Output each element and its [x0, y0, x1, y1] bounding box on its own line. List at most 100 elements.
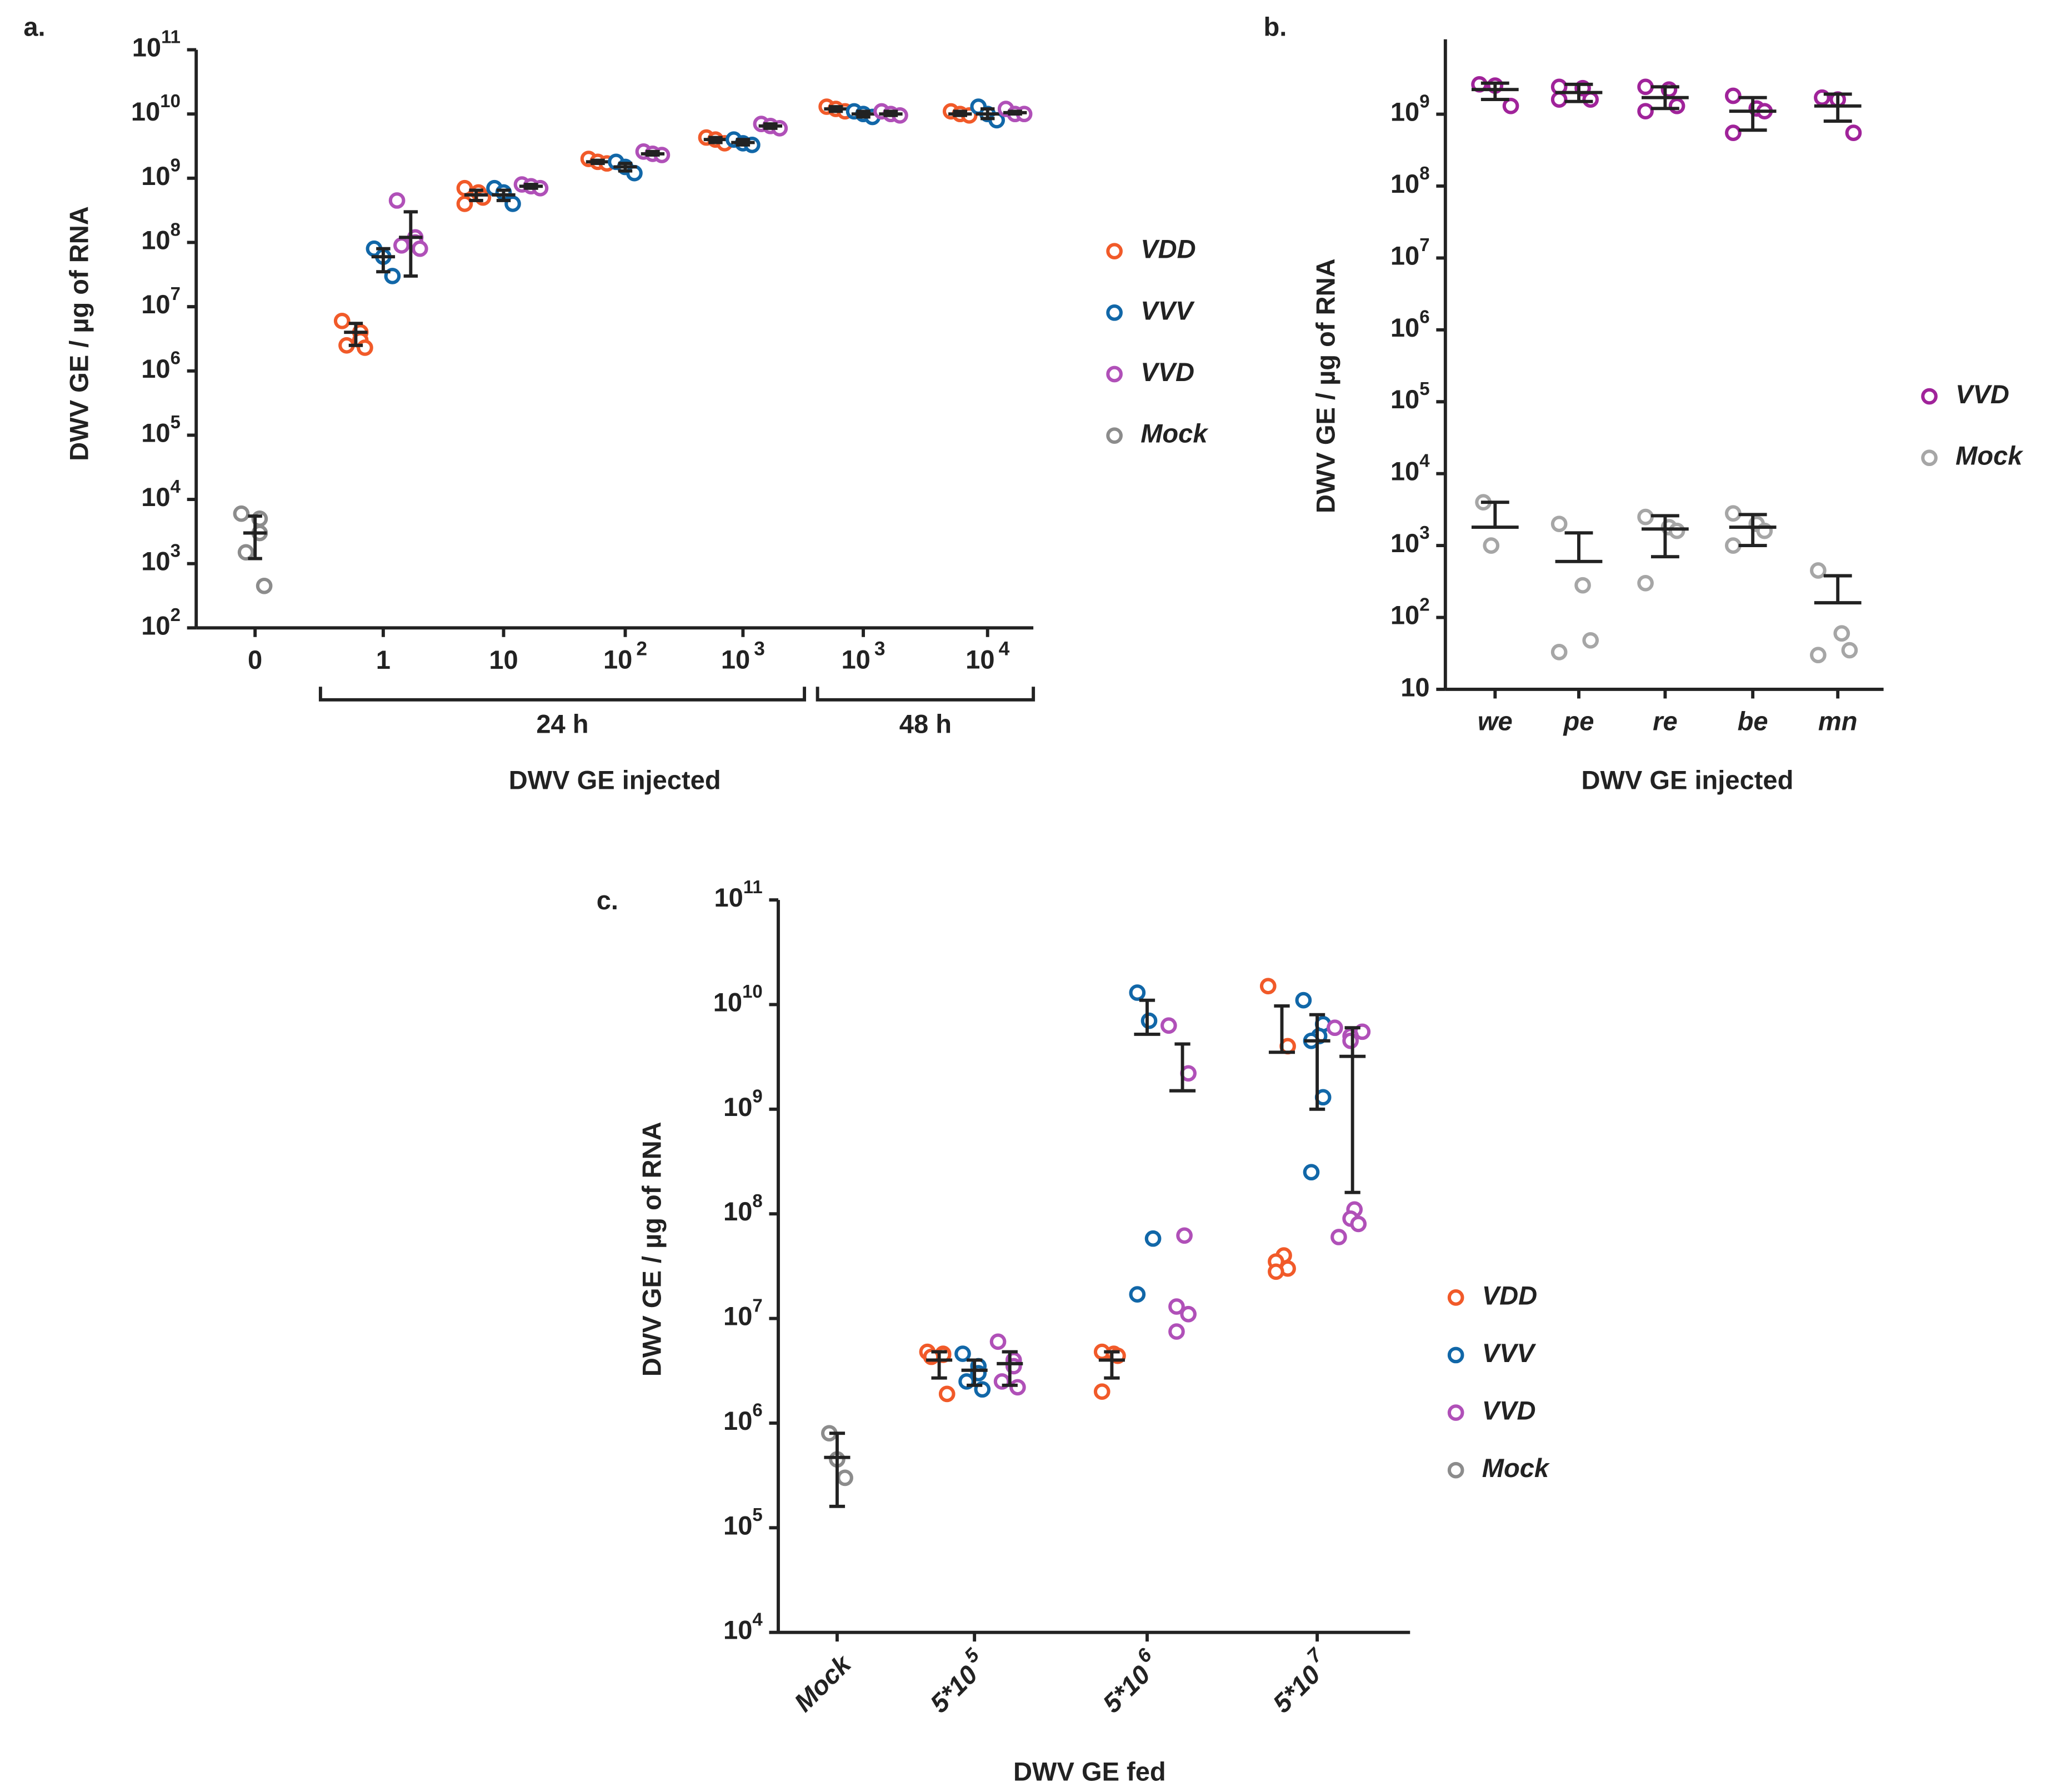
y-tick-base: 10: [1390, 313, 1419, 342]
legend-marker: [1447, 1346, 1464, 1364]
data-point: [626, 164, 643, 182]
x-tick-base: 10: [721, 645, 750, 674]
legend-label: VVD: [1955, 379, 2009, 409]
legend-marker: [1921, 449, 1938, 467]
legend-label: Mock: [1955, 441, 2024, 470]
data-point: [1342, 1032, 1359, 1049]
y-tick-label: 1010: [713, 981, 763, 1017]
data-point: [1009, 1379, 1026, 1396]
y-tick-exponent: 10: [160, 91, 181, 111]
y-axis-label: DWV GE / µg of RNA: [637, 1122, 667, 1376]
data-point: [1330, 1229, 1347, 1245]
y-tick-exponent: 11: [161, 26, 181, 47]
y-axis-label: DWV GE / µg of RNA: [64, 206, 93, 461]
y-tick-base: 10: [1390, 241, 1419, 271]
x-tick-label: 10: [489, 645, 518, 674]
x-tick-exponent: 4: [999, 638, 1010, 660]
data-point: [954, 1345, 971, 1362]
legend-label: Mock: [1482, 1453, 1550, 1483]
data-point: [1129, 1286, 1146, 1303]
y-tick-label: 109: [141, 154, 181, 191]
data-point: [1129, 984, 1146, 1001]
y-tick-exponent: 4: [752, 1609, 763, 1629]
y-tick-label: 108: [723, 1190, 763, 1227]
data-point: [1810, 647, 1827, 664]
data-point: [237, 544, 254, 561]
y-tick-base: 10: [141, 482, 170, 512]
y-tick-exponent: 6: [752, 1399, 762, 1420]
x-tick-label: 10 3: [721, 638, 765, 674]
y-tick-base: 10: [723, 1406, 752, 1435]
data-point: [1093, 1383, 1110, 1400]
y-tick-label: 105: [1390, 378, 1430, 414]
data-point: [1725, 537, 1742, 554]
data-point: [474, 189, 492, 206]
data-point: [456, 196, 473, 212]
y-tick-base: 10: [723, 1092, 752, 1122]
y-tick-exponent: 11: [743, 877, 763, 897]
x-tick-label: 10 3: [841, 638, 885, 674]
data-point: [1845, 124, 1862, 141]
data-point: [1725, 505, 1742, 522]
y-tick-label: 104: [141, 476, 181, 512]
y-tick-label: 104: [1390, 450, 1430, 486]
data-point: [388, 192, 406, 209]
y-tick-exponent: 5: [752, 1504, 762, 1525]
y-tick-base: 10: [131, 97, 160, 127]
legend-label: VVD: [1140, 357, 1194, 387]
bracket-label: 48 h: [899, 709, 952, 738]
y-tick-exponent: 10: [742, 981, 763, 1002]
x-tick-label: 5*107: [1262, 1643, 1337, 1718]
y-tick-base: 10: [1390, 529, 1419, 558]
y-tick-base: 10: [1390, 169, 1419, 198]
data-point: [1582, 91, 1599, 108]
bracket-label: 24 h: [536, 709, 588, 738]
data-point: [1140, 1012, 1158, 1029]
panel-label: b.: [1264, 12, 1287, 41]
data-point: [1160, 1017, 1177, 1034]
y-tick-exponent: 8: [171, 219, 181, 239]
x-tick-label: mn: [1818, 707, 1858, 736]
y-tick-exponent: 9: [752, 1085, 762, 1106]
panel-label: a.: [23, 12, 45, 41]
legend-marker: [1106, 304, 1123, 321]
x-tick-label: re: [1653, 707, 1678, 736]
y-tick-exponent: 4: [1419, 450, 1430, 470]
data-point: [1168, 1298, 1185, 1315]
x-tick-label: 5*105: [919, 1644, 994, 1719]
y-tick-label: 103: [1390, 522, 1430, 558]
legend-marker: [1447, 1404, 1464, 1421]
y-tick-exponent: 5: [171, 412, 181, 432]
legend-label: VDD: [1482, 1280, 1537, 1310]
bracket: [318, 687, 807, 702]
y-tick-exponent: 3: [1419, 522, 1429, 543]
y-tick-base: 10: [141, 611, 170, 640]
y-tick-label: 105: [723, 1504, 763, 1540]
legend-marker: [1921, 388, 1938, 405]
x-tick-label: be: [1738, 707, 1768, 736]
data-point: [233, 505, 250, 522]
y-tick-exponent: 2: [1419, 594, 1429, 614]
x-tick-base: 5*10: [924, 1660, 983, 1719]
legend-marker: [1106, 366, 1123, 383]
y-tick-base: 10: [141, 161, 170, 191]
legend-label: VVV: [1482, 1338, 1537, 1368]
data-point: [1833, 625, 1850, 642]
legend-marker: [1106, 243, 1123, 260]
y-tick-label: 107: [141, 283, 181, 319]
y-tick-base: 10: [141, 354, 170, 383]
data-point: [1350, 1215, 1367, 1233]
legend-label: VVD: [1482, 1396, 1536, 1425]
data-point: [1483, 537, 1500, 554]
data-point: [1144, 1230, 1162, 1247]
y-tick-label: 10: [1400, 672, 1429, 702]
y-tick-label: 1010: [131, 91, 181, 127]
x-tick-label: 10 4: [966, 638, 1009, 674]
y-tick-label: 106: [723, 1399, 763, 1435]
y-tick-exponent: 7: [171, 283, 181, 304]
data-point: [333, 312, 351, 329]
y-tick-base: 10: [714, 883, 743, 913]
x-tick-base: 10: [841, 645, 870, 674]
data-point: [1725, 124, 1742, 141]
x-tick-label: we: [1478, 707, 1513, 736]
